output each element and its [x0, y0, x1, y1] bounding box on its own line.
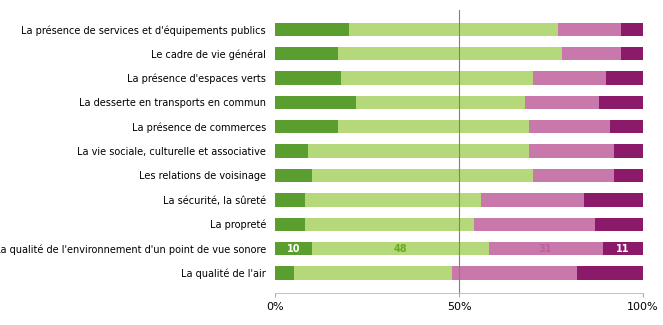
Bar — [275, 266, 294, 280]
Bar — [621, 47, 643, 60]
Bar — [275, 47, 337, 60]
Bar — [308, 144, 529, 158]
Text: 10: 10 — [287, 243, 300, 254]
Bar — [595, 217, 643, 231]
Bar — [275, 193, 304, 207]
Bar — [312, 242, 489, 255]
Bar — [533, 71, 606, 85]
Bar — [275, 144, 308, 158]
Bar — [489, 242, 603, 255]
Bar — [452, 266, 577, 280]
Bar — [562, 47, 621, 60]
Bar — [529, 120, 610, 134]
Bar — [614, 169, 643, 182]
Bar — [275, 96, 356, 109]
Bar — [337, 120, 529, 134]
Bar — [275, 120, 337, 134]
Text: 11: 11 — [616, 243, 630, 254]
Bar — [610, 120, 643, 134]
Text: 31: 31 — [539, 243, 552, 254]
Bar — [275, 217, 304, 231]
Bar — [584, 193, 643, 207]
Bar — [621, 23, 643, 36]
Bar — [275, 169, 312, 182]
Bar — [304, 193, 481, 207]
Bar — [304, 217, 474, 231]
Text: 48: 48 — [393, 243, 407, 254]
Bar — [341, 71, 533, 85]
Bar — [474, 217, 595, 231]
Bar — [558, 23, 621, 36]
Bar — [337, 47, 562, 60]
Bar — [275, 71, 341, 85]
Bar — [349, 23, 558, 36]
Bar — [577, 266, 643, 280]
Bar — [481, 193, 584, 207]
Bar — [294, 266, 452, 280]
Bar — [275, 242, 312, 255]
Bar — [603, 242, 643, 255]
Bar — [275, 23, 349, 36]
Bar — [356, 96, 525, 109]
Bar — [606, 71, 643, 85]
Bar — [529, 144, 614, 158]
Bar — [599, 96, 643, 109]
Bar — [525, 96, 599, 109]
Bar — [312, 169, 533, 182]
Bar — [533, 169, 614, 182]
Bar — [614, 144, 643, 158]
